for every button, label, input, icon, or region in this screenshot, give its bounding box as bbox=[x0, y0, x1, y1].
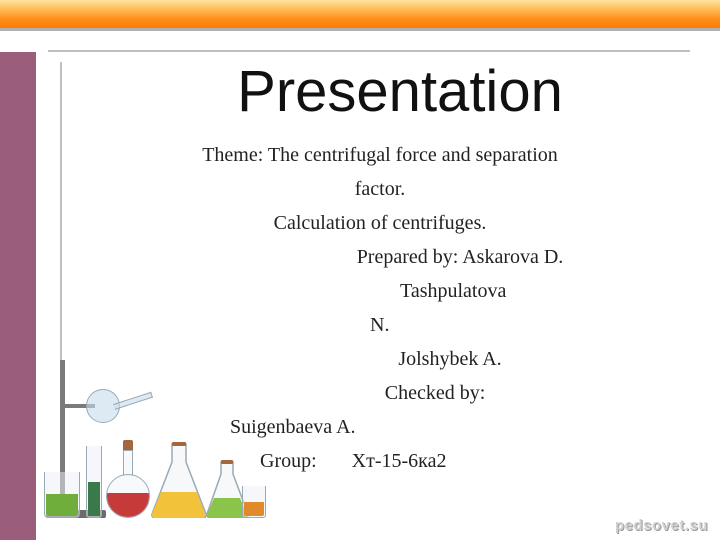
glassware-illustration bbox=[36, 328, 266, 518]
theme-line-2: factor. bbox=[100, 174, 660, 204]
liquid-green bbox=[46, 494, 78, 516]
slide-title: Presentation bbox=[120, 58, 680, 125]
round-flask-neck bbox=[123, 450, 133, 476]
theme-line-1: Theme: The centrifugal force and separat… bbox=[100, 140, 660, 170]
graduated-cylinder bbox=[86, 446, 102, 518]
prepared-by: Prepared by: Askarova D. bbox=[100, 242, 660, 272]
watermark: pedsovet.su bbox=[615, 517, 708, 534]
top-gradient-bar bbox=[0, 0, 720, 28]
horizontal-rule bbox=[48, 50, 690, 52]
group-value: Хт-15-6ка2 bbox=[352, 450, 447, 472]
liquid-orange bbox=[244, 502, 264, 516]
stopper-red-flask bbox=[123, 440, 133, 450]
beaker-orange bbox=[242, 486, 266, 518]
calculation-line: Calculation of centrifuges. bbox=[100, 208, 660, 238]
liquid-deep-green bbox=[88, 482, 100, 516]
author-2a: Tashpulatova bbox=[100, 276, 660, 306]
slide: Presentation Theme: The centrifugal forc… bbox=[0, 0, 720, 540]
erlenmeyer-yellow bbox=[148, 442, 210, 518]
liquid-red bbox=[107, 493, 149, 517]
left-accent-bar bbox=[0, 52, 36, 540]
beaker-green bbox=[44, 472, 80, 518]
group-label: Group: bbox=[260, 450, 317, 472]
round-flask-red bbox=[106, 474, 150, 518]
